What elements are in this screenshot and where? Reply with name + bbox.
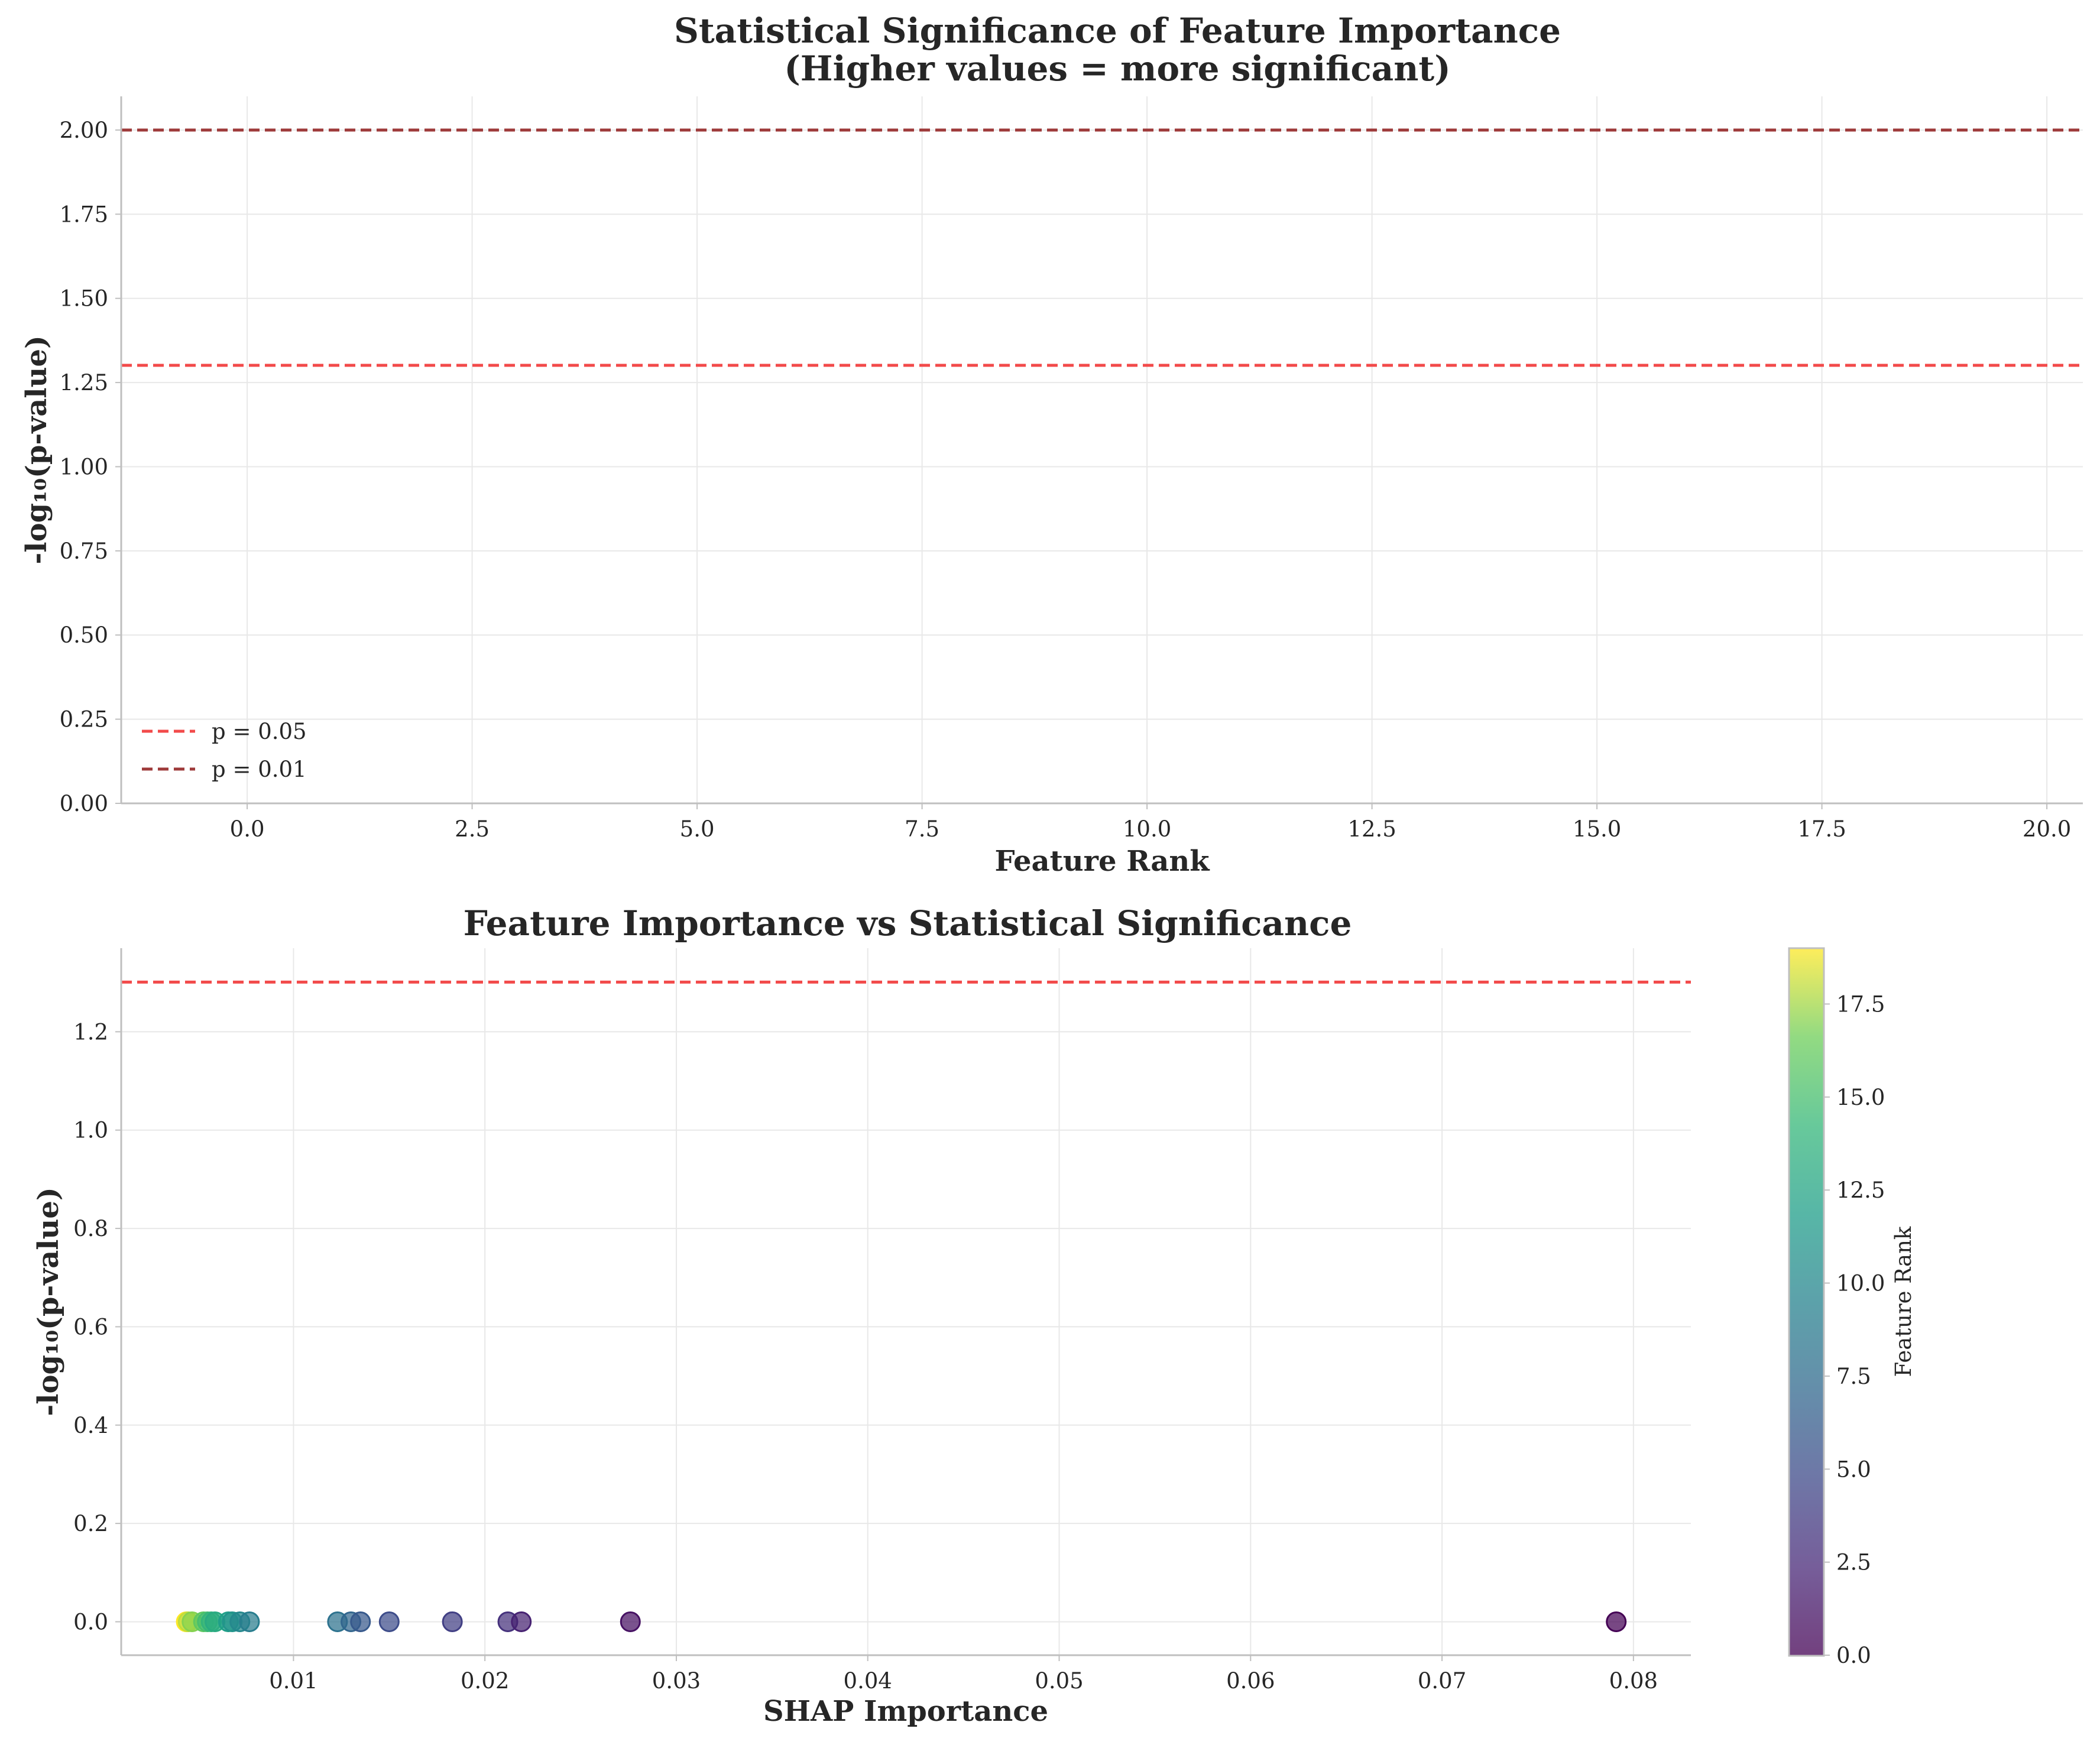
colorbar-tick-label: 17.5 [1836,991,1885,1017]
top-threshold-lines [121,128,2083,367]
top-chart-title-line2: (Higher values = more significant) [784,48,1450,89]
top-y-tick-label: 1.75 [60,202,108,227]
top-y-tick-label: 1.50 [60,286,108,312]
top-y-axis-ticks: 0.00 0.25 0.50 0.75 1.00 1.25 1.50 1.75 2.00 [60,118,121,816]
top-legend: p = 0.05 p = 0.01 [142,719,307,782]
scatter-point [239,1611,260,1632]
top-x-tick-label: 20.0 [2023,816,2071,842]
legend-label-p001: p = 0.01 [212,757,307,782]
top-x-tick-label: 0.0 [230,816,265,842]
colorbar-tick-label: 10.0 [1836,1271,1885,1296]
top-y-axis-label: -log₁₀(p-value) [20,335,53,564]
top-y-tick-label: 2.00 [60,118,108,143]
top-y-tick-label: 0.25 [60,707,108,732]
colorbar-tick-label: 2.5 [1836,1550,1871,1575]
colorbar-label: Feature Rank [1891,1226,1916,1377]
scatter-points [176,1611,1627,1632]
bottom-y-tick-label: 0.4 [73,1413,108,1438]
bottom-x-tick-label: 0.01 [269,1668,317,1694]
top-x-tick-label: 7.5 [905,816,939,842]
colorbar-tick-label: 15.0 [1836,1085,1885,1110]
top-x-tick-label: 2.5 [455,816,490,842]
top-x-tick-label: 17.5 [1797,816,1846,842]
scatter-point [350,1611,371,1632]
top-x-axis-label: Feature Rank [995,845,1211,878]
top-y-tick-label: 1.25 [60,370,108,395]
scatter-point [620,1611,641,1632]
top-x-tick-label: 15.0 [1573,816,1621,842]
top-y-tick-label: 0.00 [60,791,108,816]
bottom-y-axis-ticks: 0.0 0.2 0.4 0.6 0.8 1.0 1.2 [73,1019,121,1635]
top-x-tick-label: 12.5 [1347,816,1396,842]
bottom-x-tick-label: 0.03 [652,1668,701,1694]
bottom-y-tick-label: 1.2 [73,1019,108,1045]
bottom-y-tick-label: 0.8 [73,1216,108,1241]
legend-label-p005: p = 0.05 [212,719,307,744]
bottom-x-tick-label: 0.07 [1418,1668,1466,1694]
bottom-gridlines [121,948,1691,1655]
colorbar-gradient [1789,948,1824,1656]
colorbar-tick-label: 5.0 [1836,1457,1871,1482]
bottom-x-axis-label: SHAP Importance [763,1695,1048,1728]
bottom-y-tick-label: 0.0 [73,1609,108,1635]
top-x-tick-label: 10.0 [1123,816,1171,842]
significance-chart: Statistical Significance of Feature Impo… [20,11,2083,878]
bottom-x-tick-label: 0.04 [844,1668,892,1694]
colorbar-frame [1788,947,1825,1657]
bottom-x-axis-ticks: 0.01 0.02 0.03 0.04 0.05 0.06 0.07 0.08 [269,1655,1658,1694]
bottom-y-axis-label: -log₁₀(p-value) [32,1187,65,1416]
colorbar-tick-label: 7.5 [1836,1364,1871,1389]
bottom-x-tick-label: 0.06 [1226,1668,1275,1694]
colorbar-ticks: 0.0 2.5 5.0 7.5 10.0 12.5 15.0 17.5 [1824,991,1885,1668]
colorbar-tick-label: 12.5 [1836,1178,1885,1203]
bottom-y-tick-label: 1.0 [73,1118,108,1143]
bottom-chart-title: Feature Importance vs Statistical Signif… [464,903,1352,943]
bottom-x-tick-label: 0.02 [461,1668,509,1694]
top-y-tick-label: 0.50 [60,622,108,648]
colorbar-tick-label: 0.0 [1836,1643,1871,1668]
bottom-y-tick-label: 0.6 [73,1314,108,1340]
scatter-point [378,1611,400,1632]
bottom-y-tick-label: 0.2 [73,1511,108,1536]
scatter-point [511,1611,532,1632]
bottom-x-tick-label: 0.08 [1609,1668,1658,1694]
scatter-point [1606,1611,1627,1632]
top-chart-title-line1: Statistical Significance of Feature Impo… [674,11,1561,51]
colorbar: 0.0 2.5 5.0 7.5 10.0 12.5 15.0 17.5 Feature Ran… [1788,947,1916,1668]
bottom-x-tick-label: 0.05 [1035,1668,1083,1694]
top-x-tick-label: 5.0 [680,816,715,842]
top-y-tick-label: 1.00 [60,454,108,479]
top-x-axis-ticks: 0.0 2.5 5.0 7.5 10.0 12.5 15.0 17.5 20.0 [230,803,2071,842]
scatter-point [442,1611,463,1632]
top-gridlines [121,96,2083,804]
importance-scatter-chart: Feature Importance vs Statistical Signif… [32,903,1916,1728]
top-y-tick-label: 0.75 [60,539,108,564]
